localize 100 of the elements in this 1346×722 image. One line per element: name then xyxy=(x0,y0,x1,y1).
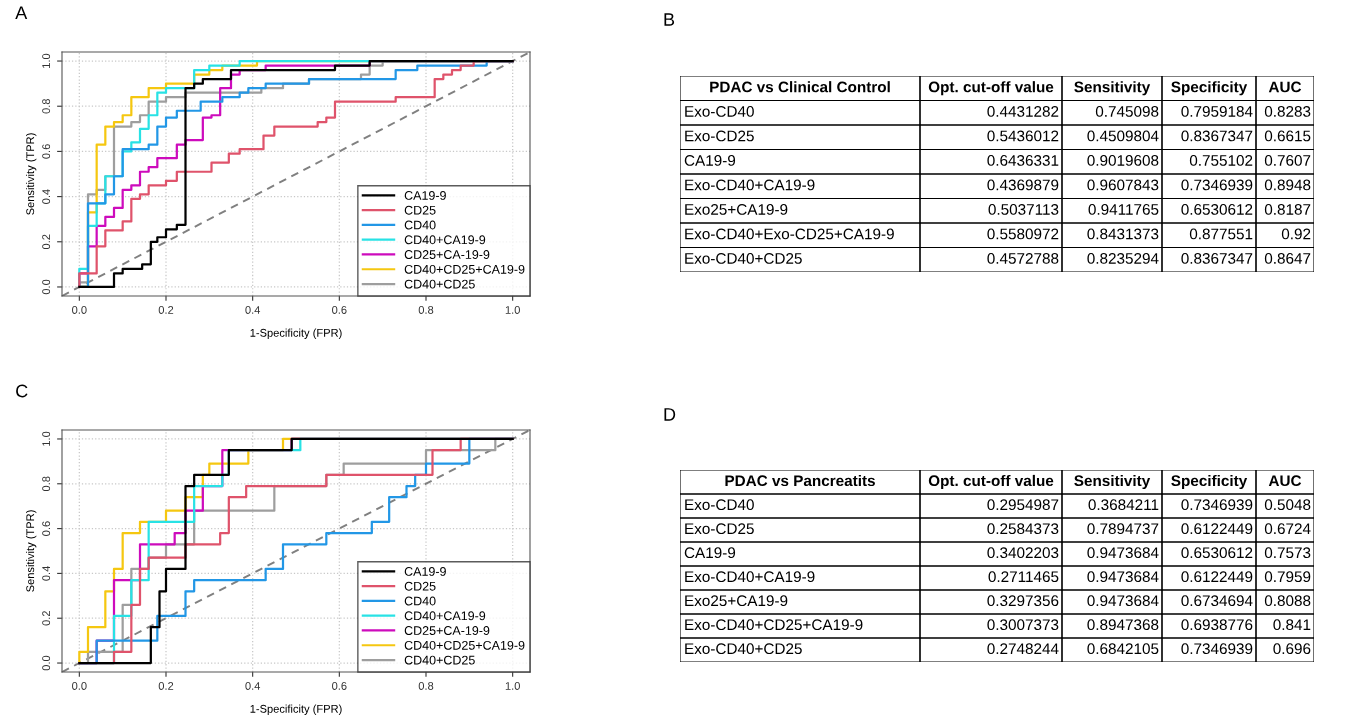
text: 0.2711465 xyxy=(988,571,1059,583)
text: 0.7959184 xyxy=(1181,106,1253,117)
text: 0.877551 xyxy=(1189,228,1253,240)
text: 0.696 xyxy=(1273,643,1311,655)
text: 0.6436331 xyxy=(987,155,1059,166)
text: 0.6842105 xyxy=(1087,643,1159,655)
text: 0.4369879 xyxy=(987,179,1059,191)
text: 0.9473684 xyxy=(1087,547,1159,559)
text: 0.7573 xyxy=(1264,547,1311,559)
text: 0.8088 xyxy=(1264,595,1311,607)
legend-label: CD40+CD25 xyxy=(404,279,475,289)
x-tick-label: 0.6 xyxy=(332,682,347,690)
category-label: Exo-CD40+CD25 xyxy=(685,253,802,264)
category-label: Specificity xyxy=(1171,474,1248,490)
legend-label: CD40+CD25 xyxy=(404,655,475,665)
text: 0.7346939 xyxy=(1181,499,1253,511)
text: 0.7607 xyxy=(1264,155,1311,166)
x-tick-label: 0.0 xyxy=(72,306,87,314)
text: 0.6530612 xyxy=(1181,204,1253,215)
text: 0.755102 xyxy=(1189,155,1253,166)
text: 0.8283 xyxy=(1264,106,1311,117)
y-tick-label: 0.0 xyxy=(42,279,51,295)
text: 0.5048 xyxy=(1264,499,1311,511)
legend-label: CD40+CA19-9 xyxy=(404,611,486,621)
text: 0.7959 xyxy=(1264,571,1311,583)
legend-label: CD40 xyxy=(404,220,436,230)
text: 0.841 xyxy=(1273,619,1311,631)
text: 0.5037113 xyxy=(988,204,1059,215)
category-label: Exo-CD40+CD25 xyxy=(685,643,802,655)
category-label: Specificity xyxy=(1171,81,1248,96)
text: 0.3684211 xyxy=(1088,499,1159,511)
text: 0.745098 xyxy=(1095,106,1159,117)
text: 0.8187 xyxy=(1264,204,1311,215)
category-label: PDAC vs Clinical Control xyxy=(710,81,890,93)
text: 0.3402203 xyxy=(987,547,1059,559)
category-label: Exo-CD40+CD25+CA19-9 xyxy=(685,619,863,631)
y-tick-label: 0.8 xyxy=(42,98,51,114)
x-tick-label: 1.0 xyxy=(505,306,520,314)
text: D xyxy=(664,408,676,421)
text: 0.6122449 xyxy=(1181,523,1253,535)
legend-label: CD40+CD25+CA19-9 xyxy=(404,640,525,650)
legend-label: CD40+CA19-9 xyxy=(404,235,486,245)
chart-title: A xyxy=(15,6,28,19)
text: 0.2748244 xyxy=(987,643,1059,655)
category-label: Exo25+CA19-9 xyxy=(685,595,788,607)
category-label: AUC xyxy=(1268,475,1302,487)
text: 0.6938776 xyxy=(1181,619,1253,631)
x-axis-title: 1-Specificity (FPR) xyxy=(250,704,342,715)
category-label: Exo-CD40+CA19-9 xyxy=(685,179,815,191)
category-label: CA19-9 xyxy=(684,155,736,166)
text: 0.4509804 xyxy=(1087,130,1159,142)
text: 0.9607843 xyxy=(1087,179,1159,191)
text: 0.9019608 xyxy=(1087,155,1159,166)
legend-label: CD25 xyxy=(404,205,436,215)
category-label: Exo-CD40 xyxy=(685,499,754,511)
text: 0.6734694 xyxy=(1181,595,1253,607)
y-axis-title: Sensitivity (TPR) xyxy=(26,133,37,215)
category-label: Exo-CD40+Exo-CD25+CA19-9 xyxy=(685,228,894,240)
category-label: AUC xyxy=(1268,81,1302,93)
category-label: Exo-CD25 xyxy=(685,130,754,142)
text: 0.9473684 xyxy=(1087,571,1159,583)
x-tick-label: 0.4 xyxy=(245,306,261,314)
legend-label: CD25 xyxy=(404,581,436,591)
text: 0.8235294 xyxy=(1087,253,1159,264)
text: 0.2954987 xyxy=(987,499,1059,511)
y-tick-label: 0.6 xyxy=(42,144,51,159)
y-tick-label: 0.4 xyxy=(42,189,51,204)
text: 0.7346939 xyxy=(1181,643,1253,655)
y-tick-label: 0.8 xyxy=(42,476,51,492)
category-label: Opt. cut-off value xyxy=(928,81,1054,96)
y-tick-label: 1.0 xyxy=(42,53,51,68)
y-tick-label: 0.4 xyxy=(42,566,51,581)
text: 0.7346939 xyxy=(1181,179,1253,191)
category-label: Exo25+CA19-9 xyxy=(685,204,788,215)
x-tick-label: 0.8 xyxy=(418,682,434,690)
y-tick-label: 1.0 xyxy=(42,431,51,446)
x-tick-label: 0.6 xyxy=(332,306,347,314)
text: 0.92 xyxy=(1281,228,1311,240)
x-tick-label: 0.8 xyxy=(418,306,434,314)
category-label: Exo-CD40 xyxy=(685,106,754,117)
text: 0.3007373 xyxy=(987,619,1059,631)
text: 0.8367347 xyxy=(1181,253,1253,264)
y-tick-label: 0.2 xyxy=(42,234,51,250)
category-label: Exo-CD40+CA19-9 xyxy=(685,571,815,583)
category-label: Sensitivity xyxy=(1074,81,1151,96)
y-axis-title: Sensitivity (TPR) xyxy=(26,510,37,592)
text: 0.9473684 xyxy=(1087,595,1159,607)
text: 0.6530612 xyxy=(1181,547,1253,559)
y-tick-label: 0.2 xyxy=(42,611,51,626)
category-label: CA19-9 xyxy=(684,547,736,559)
legend-label: CA19-9 xyxy=(404,567,446,576)
y-tick-label: 0.0 xyxy=(42,655,51,671)
x-axis-title: 1-Specificity (FPR) xyxy=(250,328,342,339)
category-label: Exo-CD25 xyxy=(685,523,754,535)
text: 0.8948 xyxy=(1264,179,1311,191)
chart-title: C xyxy=(16,384,28,398)
text: 0.4431282 xyxy=(987,106,1059,117)
text: 0.8367347 xyxy=(1181,130,1253,142)
text: 0.4572788 xyxy=(987,253,1059,264)
category-label: Sensitivity xyxy=(1074,474,1151,490)
